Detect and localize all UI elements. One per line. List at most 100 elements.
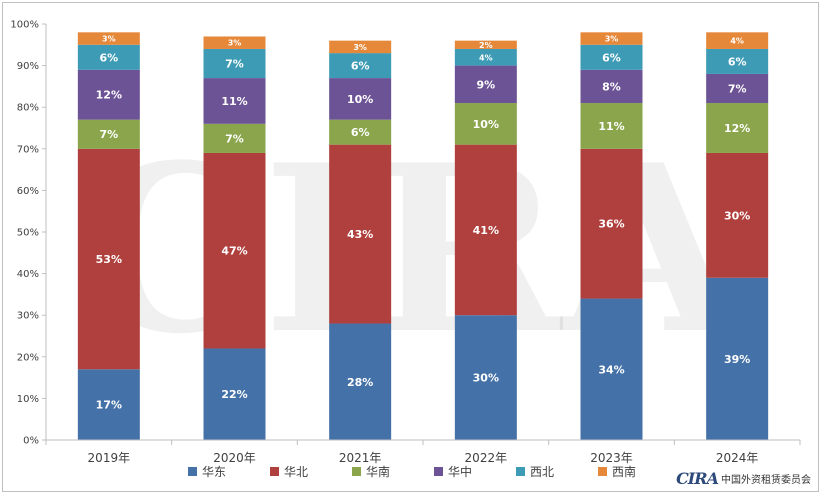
- watermark-text: CIRA: [80, 115, 744, 385]
- organization-name: 中国外资租赁委员会: [721, 475, 811, 486]
- data-label: 10%: [347, 93, 373, 106]
- data-label: 9%: [476, 78, 495, 91]
- watermark: CIRA: [80, 115, 744, 385]
- legend-swatch: [270, 467, 279, 476]
- bar-segment: [706, 103, 769, 153]
- data-label: 6%: [99, 51, 118, 64]
- data-label: 30%: [473, 372, 499, 385]
- x-tick-label: 2024年: [716, 451, 759, 465]
- legend-label: 华中: [448, 464, 472, 479]
- bar-segment: [454, 40, 517, 49]
- data-label: 6%: [351, 60, 370, 73]
- legend-label: 华东: [202, 465, 226, 479]
- data-label: 7%: [225, 132, 244, 145]
- bar-segment: [706, 73, 769, 104]
- bar-segment: [329, 40, 392, 54]
- legend-item: 华中: [434, 464, 472, 479]
- bar-segment: [454, 48, 517, 66]
- bar-segment: [580, 103, 643, 149]
- bar-segment: [77, 44, 140, 70]
- bar-segment: [329, 78, 392, 120]
- cira-logo-mark: CIRA: [676, 469, 719, 488]
- x-tick-label: 2022年: [465, 451, 508, 465]
- data-label: 7%: [99, 128, 118, 141]
- data-label: 41%: [473, 224, 499, 237]
- y-tick-label: 70%: [17, 144, 39, 155]
- data-label: 34%: [598, 363, 624, 376]
- bar-segment: [203, 152, 266, 349]
- legend-label: 华北: [284, 465, 308, 479]
- x-tick-label: 2019年: [88, 451, 131, 465]
- x-tick-label: 2021年: [339, 451, 382, 465]
- legend-item: 华北: [270, 465, 308, 479]
- bar-segment: [454, 103, 517, 145]
- bar-segment: [580, 69, 643, 104]
- bar-segment: [77, 369, 140, 440]
- legend-item: 西南: [598, 464, 636, 479]
- data-label: 53%: [96, 253, 122, 266]
- y-tick-label: 30%: [17, 311, 39, 322]
- data-label: 11%: [598, 120, 624, 133]
- data-label: 7%: [728, 82, 747, 95]
- data-label: 6%: [602, 51, 621, 64]
- bar-segment: [706, 48, 769, 74]
- data-label: 12%: [96, 89, 122, 102]
- legend-item: 西北: [516, 465, 554, 479]
- data-label: 6%: [351, 126, 370, 139]
- data-label: 47%: [221, 245, 247, 258]
- data-label: 8%: [602, 80, 621, 93]
- bar-segment: [77, 148, 140, 370]
- data-label: 4%: [730, 37, 744, 46]
- bar-segment: [706, 32, 769, 49]
- data-label: 3%: [102, 35, 116, 44]
- y-tick-label: 10%: [17, 394, 39, 405]
- legend-label: 华南: [366, 464, 390, 479]
- legend-swatch: [188, 467, 197, 476]
- y-tick-label: 100%: [10, 20, 39, 31]
- bar-segment: [706, 277, 769, 440]
- bar-segment: [203, 78, 266, 124]
- data-label: 6%: [728, 55, 747, 68]
- data-label: 43%: [347, 228, 373, 241]
- data-label: 22%: [221, 388, 247, 401]
- bars-layer: 17% 53% 7% 12% 6% 3% 22% 47% 7% 11% 7% 3% 28% 43% 6% 10…: [77, 32, 769, 440]
- bar-segment: [203, 123, 266, 153]
- bar-segment: [580, 298, 643, 440]
- data-label: 36%: [598, 218, 624, 231]
- bar-segment: [454, 65, 517, 104]
- bar-segment: [329, 119, 392, 145]
- y-tick-label: 40%: [17, 269, 39, 280]
- bar-segment: [203, 48, 266, 79]
- data-label: 30%: [724, 209, 750, 222]
- y-tick-label: 50%: [17, 228, 39, 239]
- data-label: 39%: [724, 353, 750, 366]
- bar-segment: [77, 119, 140, 149]
- bar-segment: [580, 44, 643, 70]
- legend-item: 华东: [188, 465, 226, 479]
- legend-swatch: [434, 467, 443, 476]
- bar-segment: [77, 32, 140, 45]
- data-label: 28%: [347, 376, 373, 389]
- data-label: 2%: [479, 41, 493, 50]
- bar-segment: [580, 148, 643, 299]
- data-label: 3%: [605, 35, 619, 44]
- legend: 华东 华北 华南 华中 西北 西南: [188, 464, 636, 479]
- bar-segment: [454, 315, 517, 440]
- legend-label: 西南: [612, 464, 636, 479]
- bar-segment: [203, 36, 266, 49]
- bar-segment: [203, 348, 266, 440]
- y-tick-label: 60%: [17, 186, 39, 197]
- data-label: 3%: [353, 43, 367, 52]
- data-label: 7%: [225, 58, 244, 71]
- bar-segment: [580, 32, 643, 45]
- x-tick-label: 2020年: [213, 451, 256, 465]
- axes-layer: 0% 10% 20% 30% 40% 50% 60% 70% 80% 90% 100% 2019年 20…: [10, 20, 801, 465]
- y-tick-label: 90%: [17, 61, 39, 72]
- bar-segment: [706, 152, 769, 278]
- footer-logo: CIRA 中国外资租赁委员会: [676, 469, 811, 488]
- bar-segment: [329, 53, 392, 79]
- legend-item: 华南: [352, 464, 390, 479]
- data-label: 17%: [96, 399, 122, 412]
- data-label: 3%: [228, 39, 242, 48]
- x-tick-label: 2023年: [590, 451, 633, 465]
